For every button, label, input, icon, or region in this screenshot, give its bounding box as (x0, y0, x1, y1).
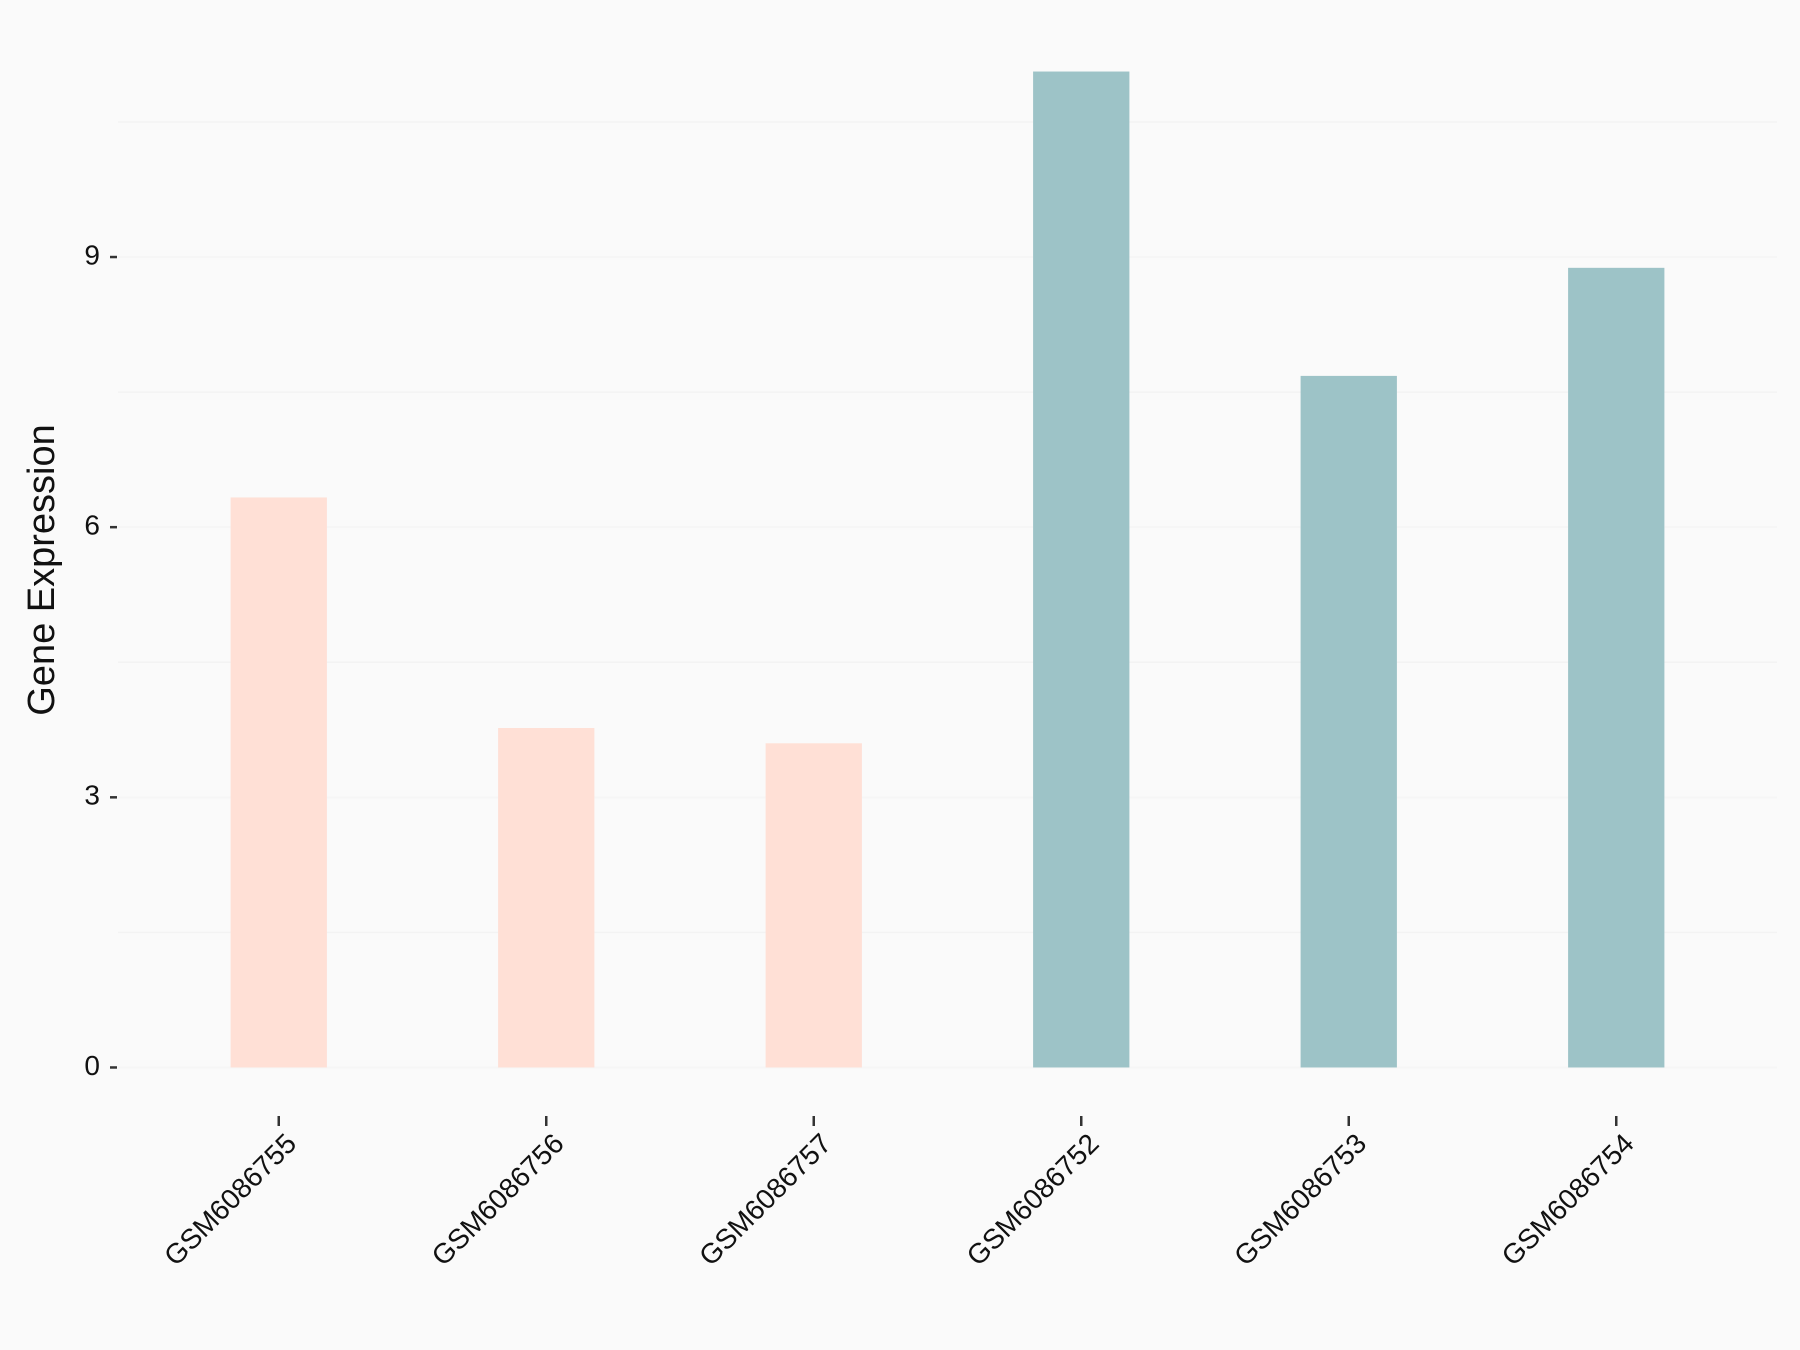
x-tick-label: GSM6086757 (693, 1128, 837, 1272)
bar (1033, 71, 1130, 1068)
x-tick-label: GSM6086752 (961, 1128, 1105, 1272)
bar (230, 497, 327, 1068)
x-tick-label: GSM6086755 (158, 1128, 302, 1272)
x-tick-label: GSM6086756 (426, 1128, 570, 1272)
y-tick-label: 9 (84, 239, 100, 270)
x-tick-label: GSM6086753 (1228, 1128, 1372, 1272)
bar (498, 727, 595, 1068)
y-tick-label: 0 (84, 1050, 100, 1081)
bar (765, 743, 862, 1068)
bar (1568, 267, 1665, 1068)
y-axis-title: Gene Expression (21, 424, 63, 716)
bar (1300, 375, 1397, 1068)
y-tick-label: 6 (84, 510, 100, 541)
x-tick-label: GSM6086754 (1496, 1128, 1640, 1272)
y-tick-label: 3 (84, 780, 100, 811)
